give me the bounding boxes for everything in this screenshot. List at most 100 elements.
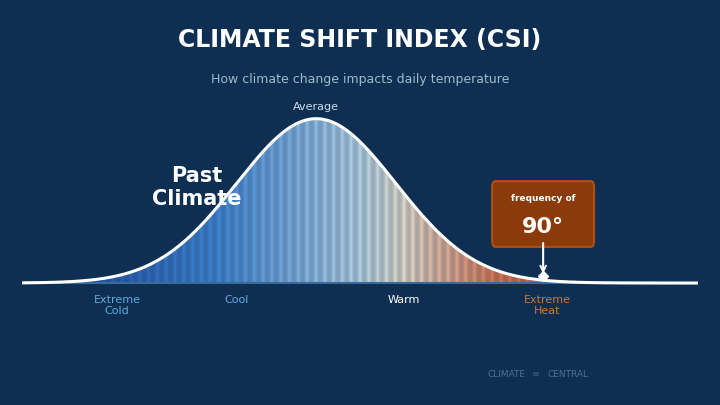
Polygon shape — [220, 202, 221, 283]
Polygon shape — [528, 278, 529, 283]
Polygon shape — [69, 281, 70, 283]
Polygon shape — [395, 182, 396, 283]
Polygon shape — [83, 281, 84, 283]
Polygon shape — [275, 138, 276, 283]
Polygon shape — [89, 280, 91, 283]
Polygon shape — [308, 119, 309, 283]
Polygon shape — [80, 281, 81, 283]
Polygon shape — [169, 252, 171, 283]
Polygon shape — [510, 275, 511, 283]
Polygon shape — [362, 144, 364, 283]
Polygon shape — [316, 119, 317, 283]
Polygon shape — [537, 279, 539, 283]
Polygon shape — [309, 119, 310, 283]
Polygon shape — [91, 280, 93, 283]
Polygon shape — [468, 256, 469, 283]
Polygon shape — [230, 190, 231, 283]
Polygon shape — [131, 272, 132, 283]
Polygon shape — [192, 233, 193, 283]
Polygon shape — [296, 124, 297, 283]
Polygon shape — [471, 258, 472, 283]
Polygon shape — [489, 267, 490, 283]
Polygon shape — [305, 120, 306, 283]
Polygon shape — [424, 217, 426, 283]
Polygon shape — [99, 279, 101, 283]
Polygon shape — [173, 250, 174, 283]
Polygon shape — [336, 124, 338, 283]
Polygon shape — [195, 230, 197, 283]
Polygon shape — [105, 278, 107, 283]
Polygon shape — [330, 122, 332, 283]
Text: Extreme
Cold: Extreme Cold — [94, 294, 140, 316]
Polygon shape — [368, 150, 369, 283]
Polygon shape — [348, 132, 350, 283]
Polygon shape — [87, 280, 88, 283]
Polygon shape — [508, 274, 509, 283]
Polygon shape — [536, 279, 537, 283]
Polygon shape — [446, 239, 447, 283]
Text: Warm: Warm — [387, 294, 420, 305]
Polygon shape — [226, 196, 227, 283]
Polygon shape — [519, 277, 520, 283]
Polygon shape — [57, 282, 58, 283]
Polygon shape — [533, 279, 534, 283]
Polygon shape — [520, 277, 521, 283]
Polygon shape — [374, 158, 376, 283]
Polygon shape — [380, 164, 382, 283]
Polygon shape — [263, 150, 264, 283]
Polygon shape — [245, 172, 246, 283]
Polygon shape — [377, 160, 378, 283]
Polygon shape — [527, 278, 528, 283]
Polygon shape — [117, 275, 119, 283]
Polygon shape — [186, 239, 187, 283]
Polygon shape — [269, 145, 270, 283]
Polygon shape — [253, 162, 254, 283]
Polygon shape — [535, 279, 536, 283]
Polygon shape — [320, 119, 322, 283]
Polygon shape — [227, 194, 228, 283]
Polygon shape — [202, 223, 203, 283]
Polygon shape — [580, 282, 581, 283]
Polygon shape — [485, 266, 486, 283]
Polygon shape — [450, 243, 451, 283]
Polygon shape — [268, 145, 269, 283]
Polygon shape — [233, 187, 234, 283]
Polygon shape — [234, 185, 235, 283]
Polygon shape — [498, 271, 499, 283]
Polygon shape — [448, 241, 449, 283]
Polygon shape — [553, 281, 554, 283]
Polygon shape — [452, 245, 454, 283]
Polygon shape — [222, 200, 223, 283]
Polygon shape — [76, 281, 77, 283]
Polygon shape — [356, 139, 358, 283]
Polygon shape — [559, 281, 561, 283]
Polygon shape — [472, 259, 473, 283]
Polygon shape — [78, 281, 79, 283]
Polygon shape — [344, 128, 346, 283]
Polygon shape — [302, 121, 304, 283]
Polygon shape — [212, 212, 213, 283]
Polygon shape — [457, 249, 458, 283]
Polygon shape — [276, 137, 278, 283]
Polygon shape — [582, 282, 583, 283]
Polygon shape — [297, 123, 298, 283]
Polygon shape — [88, 280, 89, 283]
Polygon shape — [429, 223, 430, 283]
Polygon shape — [480, 263, 481, 283]
Polygon shape — [388, 174, 390, 283]
Polygon shape — [487, 267, 489, 283]
Polygon shape — [280, 134, 281, 283]
Polygon shape — [46, 282, 48, 283]
Polygon shape — [359, 141, 360, 283]
Polygon shape — [442, 236, 444, 283]
Polygon shape — [219, 204, 220, 283]
Polygon shape — [473, 259, 474, 283]
Polygon shape — [156, 261, 157, 283]
Polygon shape — [462, 252, 463, 283]
Polygon shape — [491, 268, 492, 283]
Polygon shape — [68, 282, 69, 283]
Polygon shape — [48, 282, 49, 283]
Text: How climate change impacts daily temperature: How climate change impacts daily tempera… — [211, 73, 509, 86]
Polygon shape — [451, 244, 452, 283]
Polygon shape — [52, 282, 53, 283]
